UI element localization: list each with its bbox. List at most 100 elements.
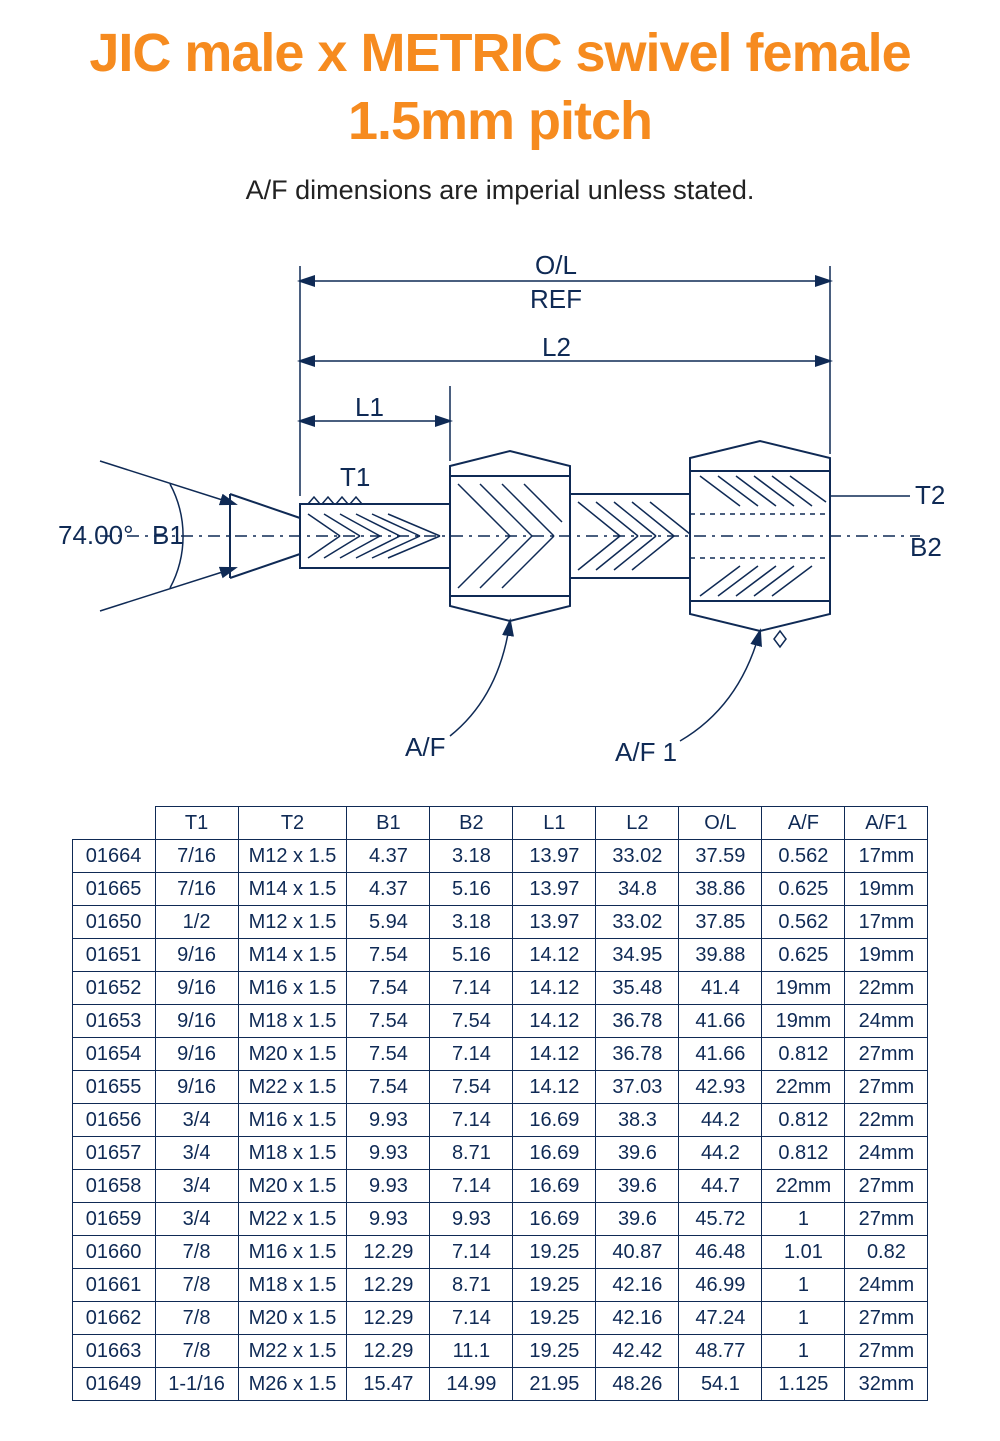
table-cell: 7.14	[430, 972, 513, 1005]
diagram-container: 74.00° B1 T1 A/F	[20, 236, 980, 776]
subtitle: A/F dimensions are imperial unless state…	[20, 175, 980, 206]
table-cell: M20 x 1.5	[238, 1170, 347, 1203]
table-cell: 27mm	[845, 1170, 928, 1203]
col-header: A/F1	[845, 807, 928, 840]
table-cell: 7/8	[155, 1269, 238, 1302]
table-cell: 01653	[72, 1005, 155, 1038]
table-cell: 01656	[72, 1104, 155, 1137]
table-cell: 9.93	[347, 1104, 430, 1137]
table-cell: 5.94	[347, 906, 430, 939]
af1-label: A/F 1	[615, 737, 677, 767]
table-cell: 16.69	[513, 1104, 596, 1137]
table-cell: M12 x 1.5	[238, 840, 347, 873]
table-row: 016637/8M22 x 1.512.2911.119.2542.4248.7…	[72, 1335, 928, 1368]
table-cell: 39.6	[596, 1203, 679, 1236]
table-cell: 14.12	[513, 939, 596, 972]
table-cell: 19mm	[762, 1005, 845, 1038]
table-cell: 41.66	[679, 1005, 762, 1038]
table-cell: 12.29	[347, 1269, 430, 1302]
table-cell: 0.82	[845, 1236, 928, 1269]
table-cell: 22mm	[762, 1170, 845, 1203]
table-cell: 42.93	[679, 1071, 762, 1104]
table-cell: 1/2	[155, 906, 238, 939]
table-row: 016491-1/16M26 x 1.515.4714.9921.9548.26…	[72, 1368, 928, 1401]
table-cell: 34.95	[596, 939, 679, 972]
table-cell: 01649	[72, 1368, 155, 1401]
table-cell: 7.54	[347, 972, 430, 1005]
ol-label: O/L	[535, 250, 577, 280]
table-cell: M18 x 1.5	[238, 1005, 347, 1038]
table-cell: 7/8	[155, 1302, 238, 1335]
table-cell: 7.14	[430, 1104, 513, 1137]
table-cell: 27mm	[845, 1071, 928, 1104]
table-row: 016583/4M20 x 1.59.937.1416.6939.644.722…	[72, 1170, 928, 1203]
table-cell: 48.77	[679, 1335, 762, 1368]
table-cell: 0.562	[762, 906, 845, 939]
table-cell: 9.93	[347, 1137, 430, 1170]
col-header: L2	[596, 807, 679, 840]
table-cell: 17mm	[845, 906, 928, 939]
table-cell: 24mm	[845, 1269, 928, 1302]
table-cell: 01663	[72, 1335, 155, 1368]
table-row: 016617/8M18 x 1.512.298.7119.2542.1646.9…	[72, 1269, 928, 1302]
table-cell: 14.12	[513, 972, 596, 1005]
table-cell: 1.01	[762, 1236, 845, 1269]
table-cell: 1.125	[762, 1368, 845, 1401]
table-cell: 1	[762, 1269, 845, 1302]
table-cell: M26 x 1.5	[238, 1368, 347, 1401]
table-cell: 8.71	[430, 1269, 513, 1302]
table-cell: 3.18	[430, 906, 513, 939]
table-row: 016647/16M12 x 1.54.373.1813.9733.0237.5…	[72, 840, 928, 873]
table-cell: 36.78	[596, 1038, 679, 1071]
table-cell: 39.6	[596, 1137, 679, 1170]
table-cell: 12.29	[347, 1335, 430, 1368]
table-cell: 13.97	[513, 873, 596, 906]
table-cell: 44.2	[679, 1137, 762, 1170]
table-cell: 27mm	[845, 1335, 928, 1368]
table-cell: 39.88	[679, 939, 762, 972]
table-cell: M12 x 1.5	[238, 906, 347, 939]
table-cell: 40.87	[596, 1236, 679, 1269]
table-cell: 01664	[72, 840, 155, 873]
table-row: 016539/16M18 x 1.57.547.5414.1236.7841.6…	[72, 1005, 928, 1038]
table-cell: 3/4	[155, 1170, 238, 1203]
table-cell: 38.3	[596, 1104, 679, 1137]
table-cell: 37.03	[596, 1071, 679, 1104]
table-cell: 01650	[72, 906, 155, 939]
table-cell: 22mm	[762, 1071, 845, 1104]
table-cell: 27mm	[845, 1203, 928, 1236]
table-cell: 4.37	[347, 840, 430, 873]
table-cell: 7/8	[155, 1236, 238, 1269]
table-cell: 9/16	[155, 1038, 238, 1071]
table-cell: 0.562	[762, 840, 845, 873]
table-cell: 44.7	[679, 1170, 762, 1203]
table-row: 016529/16M16 x 1.57.547.1414.1235.4841.4…	[72, 972, 928, 1005]
page-title: JIC male x METRIC swivel female 1.5mm pi…	[20, 20, 980, 155]
table-cell: 22mm	[845, 972, 928, 1005]
l1-label: L1	[355, 392, 384, 422]
table-cell: 7/8	[155, 1335, 238, 1368]
table-cell: 9/16	[155, 1005, 238, 1038]
table-cell: 44.2	[679, 1104, 762, 1137]
table-cell: 9/16	[155, 1071, 238, 1104]
table-cell: 14.12	[513, 1005, 596, 1038]
table-cell: 38.86	[679, 873, 762, 906]
table-cell: 41.4	[679, 972, 762, 1005]
table-cell: 54.1	[679, 1368, 762, 1401]
table-cell: 47.24	[679, 1302, 762, 1335]
table-cell: M16 x 1.5	[238, 1104, 347, 1137]
table-cell: M22 x 1.5	[238, 1203, 347, 1236]
table-cell: 19mm	[845, 873, 928, 906]
table-row: 016501/2M12 x 1.55.943.1813.9733.0237.85…	[72, 906, 928, 939]
table-cell: 12.29	[347, 1236, 430, 1269]
table-cell: M22 x 1.5	[238, 1071, 347, 1104]
table-cell: 7.54	[347, 1005, 430, 1038]
table-cell: 0.812	[762, 1038, 845, 1071]
table-cell: 9.93	[347, 1203, 430, 1236]
table-body: 016647/16M12 x 1.54.373.1813.9733.0237.5…	[72, 840, 928, 1401]
table-row: 016549/16M20 x 1.57.547.1414.1236.7841.6…	[72, 1038, 928, 1071]
table-cell: 3/4	[155, 1104, 238, 1137]
table-cell: 14.12	[513, 1038, 596, 1071]
b1-label: B1	[152, 520, 184, 550]
table-cell: M18 x 1.5	[238, 1269, 347, 1302]
